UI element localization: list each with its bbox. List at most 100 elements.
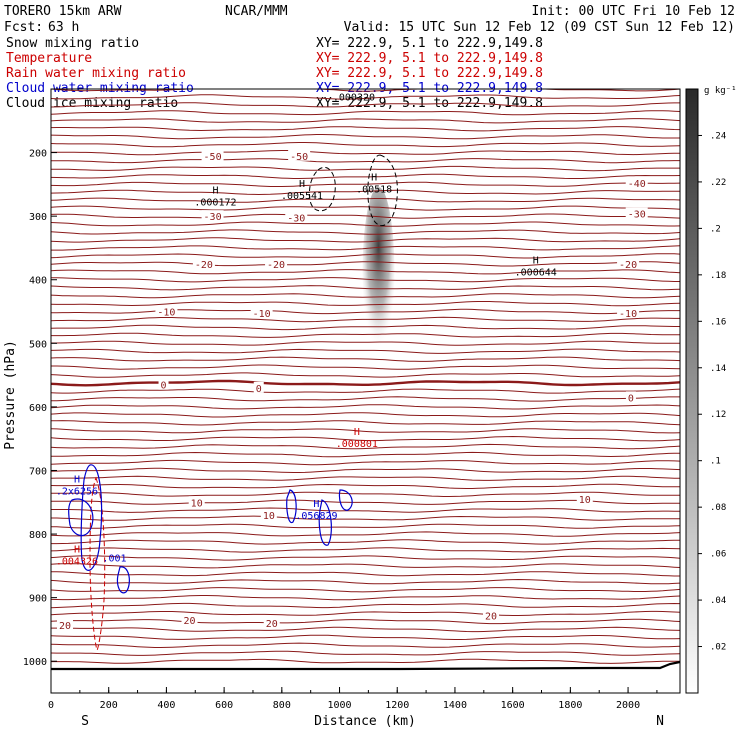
isotherm-label: 0	[161, 381, 167, 392]
y-tick-label: 1000	[23, 657, 47, 668]
legend-xy: XY= 222.9, 5.1 to 222.9,149.8	[316, 51, 543, 66]
colorbar-tick-label: .08	[710, 503, 726, 513]
legend-label: Cloud ice mixing ratio	[6, 96, 178, 111]
extremum-marker: H	[74, 545, 80, 556]
isotherm-line	[51, 435, 680, 442]
cloud-ice-contour	[309, 167, 336, 212]
extremum-value: .004326	[56, 557, 98, 568]
isotherm-line	[51, 110, 680, 116]
temperature-isotherms: -50 -50 -40 -30 -30 -30 -20 -20 -20 -10 -10 -10 0 0 0 1…	[51, 89, 680, 664]
isotherm-label: -50	[290, 152, 308, 163]
x-tick-label: 1400	[443, 700, 467, 711]
isotherm-line	[51, 578, 680, 585]
extremum-value: .000172	[194, 197, 236, 208]
forecast-label: Fcst:	[4, 20, 43, 35]
x-tick-label: 800	[273, 700, 291, 711]
legend-xy: XY= 222.9, 5.1 to 222.9,149.8	[316, 66, 543, 81]
isotherm-line	[51, 618, 680, 625]
colorbar-tick-label: .16	[710, 317, 726, 327]
isotherm-line	[51, 539, 680, 545]
isotherm-label-bg	[625, 207, 648, 219]
isotherm-line	[51, 443, 680, 450]
isotherm-label: 10	[263, 511, 275, 522]
isotherm-line	[51, 332, 680, 338]
isotherm-line	[51, 245, 680, 251]
colorbar-tick-label: .12	[710, 410, 726, 420]
x-tick-label: 1000	[327, 700, 351, 711]
isotherm-line	[51, 467, 680, 473]
isotherm-line	[51, 634, 680, 640]
model-title: TORERO 15km ARW	[4, 4, 122, 19]
isotherm-line	[51, 507, 680, 513]
isotherm-line	[51, 134, 680, 140]
isotherm-line	[51, 158, 680, 164]
isotherm-line	[51, 531, 680, 537]
isotherm-label-bg	[181, 613, 198, 625]
isotherm-line	[51, 142, 680, 148]
x-tick-label: 2000	[616, 700, 640, 711]
isotherm-line	[51, 277, 680, 283]
isotherm-line	[51, 173, 680, 179]
isotherm-line	[51, 475, 680, 481]
cloud-ice-contour	[367, 154, 398, 227]
colorbar-ticks: .24 .22 .2 .18 .16 .14 .12 .1 .08 .06 .04 .02	[698, 131, 726, 653]
isotherm-line	[51, 150, 680, 156]
isotherm-line	[51, 189, 680, 196]
colorbar-tick-label: .06	[710, 550, 726, 560]
isotherm-line	[51, 181, 680, 187]
isotherm-line	[51, 650, 680, 656]
isotherm-line	[51, 237, 680, 243]
isotherm-label-bg	[201, 149, 224, 161]
isotherm-line	[51, 428, 680, 434]
colorbar-tick-label: .2	[710, 224, 721, 234]
y-tick-label: 900	[29, 594, 47, 605]
isotherm-line	[51, 285, 680, 291]
y-tick-label: 700	[29, 466, 47, 477]
x-axis-label: Distance (km)	[314, 714, 416, 729]
colorbar-tick-label: .22	[710, 178, 726, 188]
colorbar-tick-label: .18	[710, 271, 726, 281]
extremum-value: .000320	[333, 93, 375, 104]
isotherm-line	[51, 523, 680, 529]
isotherm-label-bg	[250, 306, 273, 318]
isotherm-line	[51, 547, 680, 553]
isotherm-line	[51, 396, 680, 402]
isotherm-label: 20	[485, 611, 497, 622]
colorbar-tick-label: .02	[710, 643, 726, 653]
isotherm-line	[51, 563, 680, 569]
colorbar-unit: g kg⁻¹	[704, 86, 737, 96]
x-tick-label: 0	[48, 700, 54, 711]
isotherm-line	[51, 94, 680, 100]
isotherm-line	[51, 324, 680, 331]
extremum-marker: H	[313, 499, 319, 510]
isotherm-label: 0	[628, 393, 634, 404]
axes: 0 200 400 600 800 1000 1200 1400 1600 1800 2000200…	[23, 149, 658, 711]
isotherm-line	[51, 610, 680, 616]
south-end-label: S	[81, 714, 89, 729]
rain-water-contour	[89, 476, 106, 651]
isotherm-line	[51, 293, 680, 299]
isotherm-line	[51, 595, 680, 601]
isotherm-label-bg	[263, 617, 280, 629]
isotherm-line	[51, 221, 680, 227]
y-tick-label: 300	[29, 212, 47, 223]
isotherm-line	[51, 420, 680, 426]
isotherm-line	[51, 412, 680, 418]
x-tick-label: 1200	[385, 700, 409, 711]
extremum-marker: H	[74, 475, 80, 486]
legend-xy: XY= 222.9, 5.1 to 222.9,149.8	[316, 36, 543, 51]
isotherm-label: -10	[253, 309, 271, 320]
extremum-marker: H	[533, 255, 539, 266]
isotherm-line	[51, 602, 680, 609]
isotherm-line	[51, 261, 680, 267]
isotherm-label: 20	[266, 619, 278, 630]
isotherm-label-bg	[192, 257, 215, 269]
isotherm-label-bg	[617, 306, 640, 318]
isotherm-line	[51, 388, 680, 394]
y-axis-label: Pressure (hPa)	[3, 340, 18, 450]
isotherm-label: -40	[628, 179, 646, 190]
isotherm-line	[51, 372, 680, 378]
isotherm-label: 20	[183, 616, 195, 627]
isotherm-label-bg	[155, 305, 178, 317]
legend-label: Snow mixing ratio	[6, 36, 139, 51]
